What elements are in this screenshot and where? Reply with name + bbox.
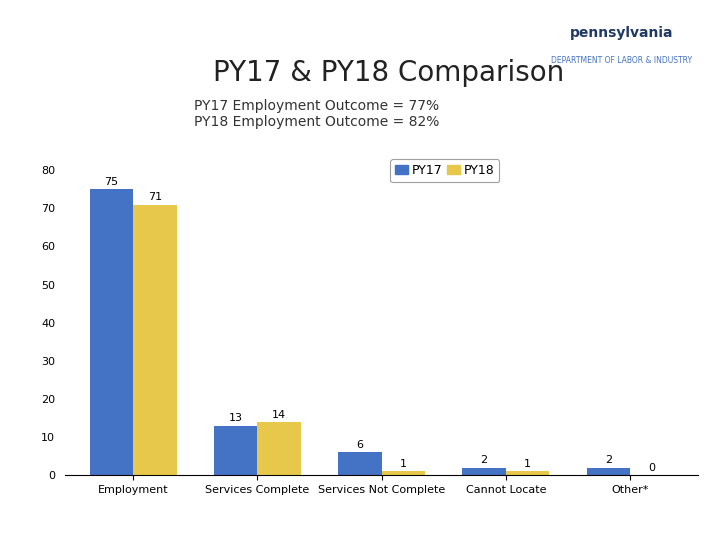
Bar	[133, 205, 176, 475]
Bar	[462, 468, 506, 475]
Text: 75: 75	[104, 177, 119, 187]
Text: 0: 0	[648, 463, 655, 473]
Text: 14: 14	[272, 409, 286, 420]
Text: Training (ITA/OJT) Exits: Training (ITA/OJT) Exits	[12, 30, 227, 48]
Text: 71: 71	[148, 192, 162, 202]
Legend: PY17, PY18: PY17, PY18	[390, 159, 500, 182]
Bar	[214, 426, 257, 475]
Text: 2: 2	[480, 455, 487, 465]
Text: pennsylvania: pennsylvania	[570, 26, 673, 40]
Text: DEPARTMENT OF LABOR & INDUSTRY: DEPARTMENT OF LABOR & INDUSTRY	[551, 56, 692, 65]
Bar	[382, 471, 425, 475]
Bar	[506, 471, 549, 475]
Bar	[338, 453, 382, 475]
Text: 6: 6	[356, 440, 364, 450]
Text: PY17 & PY18 Comparison: PY17 & PY18 Comparison	[213, 59, 564, 87]
Bar	[587, 468, 630, 475]
Text: 13: 13	[229, 413, 243, 423]
Text: 1: 1	[524, 459, 531, 469]
Text: 2: 2	[605, 455, 612, 465]
Bar	[257, 422, 301, 475]
Text: 1: 1	[400, 459, 407, 469]
Text: PY18 Employment Outcome = 82%: PY18 Employment Outcome = 82%	[194, 114, 439, 129]
Bar	[90, 190, 133, 475]
Text: PY17 Employment Outcome = 77%: PY17 Employment Outcome = 77%	[194, 99, 439, 113]
